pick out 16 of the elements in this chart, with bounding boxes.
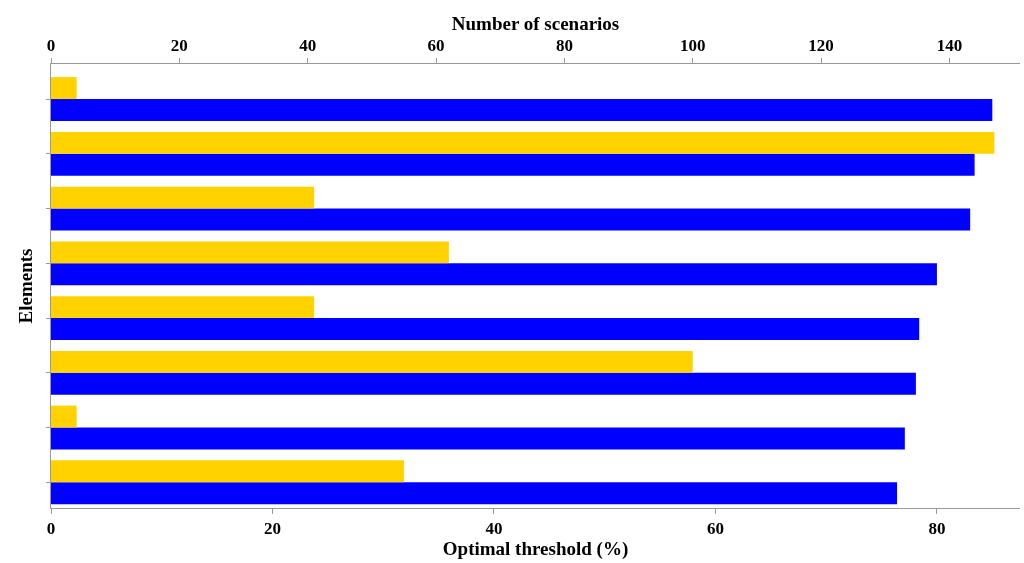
x2-tick-label: 80 [555, 36, 573, 56]
x2-tick-label: 40 [299, 36, 317, 56]
x-tick-label: 0 [46, 519, 56, 539]
x2-tick-label: 140 [936, 36, 963, 56]
x2-tick-label: 100 [679, 36, 706, 56]
x2-tick-label: 60 [427, 36, 445, 56]
x-axis-title: Optimal threshold (%) [442, 538, 629, 561]
x-tick-label: 20 [263, 519, 281, 539]
x2-tick-label: 120 [808, 36, 834, 56]
x2-tick-label: 20 [170, 36, 188, 56]
x-tick-label: 60 [706, 519, 724, 539]
x2-axis-title: Number of scenarios [451, 13, 620, 35]
x-tick-label: 80 [928, 519, 946, 539]
y-axis-title: Elements [14, 248, 36, 324]
x-tick-label: 40 [485, 519, 503, 539]
x2-tick-label: 0 [46, 36, 56, 56]
